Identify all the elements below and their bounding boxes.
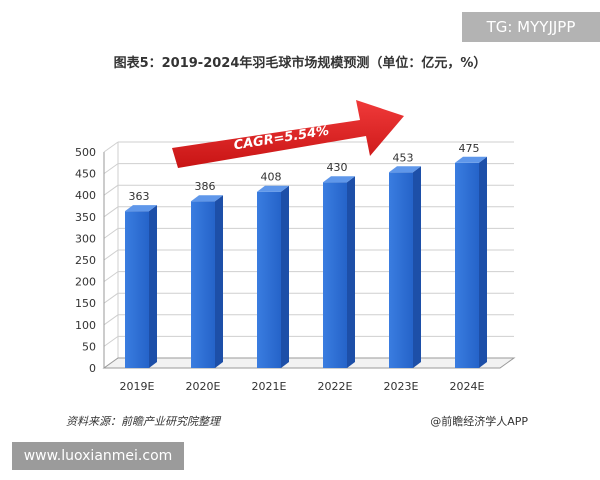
y-tick-label: 50 [82, 340, 96, 353]
cagr-arrow-shape [172, 100, 404, 168]
gridline-diag [103, 249, 119, 261]
data-label: 386 [195, 180, 216, 193]
bar [125, 211, 149, 368]
gridline-diag [103, 163, 119, 175]
gridline-diag [103, 141, 119, 153]
bar-side [215, 195, 223, 368]
data-label: 453 [393, 151, 414, 164]
x-tick-label: 2024E [450, 380, 485, 393]
bar-top [389, 166, 421, 173]
y-tick-label: 100 [75, 319, 96, 332]
bar [455, 162, 479, 368]
x-tick-label: 2023E [384, 380, 419, 393]
publisher-credit: @前瞻经济学人APP [430, 415, 528, 428]
gridline-diag [103, 227, 119, 239]
y-tick-label: 0 [89, 362, 96, 375]
bar-top [191, 195, 223, 202]
bar-top [455, 156, 487, 163]
y-tick-label: 500 [75, 146, 96, 159]
bar-side [347, 176, 355, 368]
gridline-diag [103, 292, 119, 304]
bar [191, 201, 215, 368]
grid-layer [103, 141, 514, 369]
bar-layer [125, 156, 487, 368]
y-tick-label: 250 [75, 254, 96, 267]
y-tick-label: 350 [75, 211, 96, 224]
x-tick-label: 2019E [120, 380, 155, 393]
y-tick-label: 400 [75, 189, 96, 202]
gridline-diag [103, 184, 119, 196]
label-layer: 363 2019E 386 2020E 408 2021E 430 2022E 453 2023E… [120, 142, 485, 393]
y-tick-label: 150 [75, 297, 96, 310]
bar-top [323, 176, 355, 183]
bar [257, 191, 281, 368]
site-watermark: www.luoxianmei.com [12, 442, 184, 470]
data-label: 430 [327, 161, 348, 174]
gridline-diag [103, 271, 119, 283]
data-label: 475 [459, 142, 480, 155]
bar-side [281, 185, 289, 368]
chart-floor [102, 357, 516, 369]
bar [389, 172, 413, 368]
bar-top [257, 185, 289, 192]
data-label: 408 [261, 171, 282, 184]
gridline-diag [103, 314, 119, 326]
bar-side [413, 166, 421, 368]
x-tick-label: 2022E [318, 380, 353, 393]
bar-side [149, 205, 157, 368]
bar-top [125, 205, 157, 212]
x-tick-label: 2020E [186, 380, 221, 393]
y-tick-label: 200 [75, 276, 96, 289]
source-note: 资料来源：前瞻产业研究院整理 [66, 415, 220, 428]
chart-title: 图表5：2019-2024年羽毛球市场规模预测（单位：亿元，%） [113, 56, 487, 71]
tg-watermark: TG: MYYJJPP [462, 12, 600, 42]
bar [323, 182, 347, 368]
bar-side [479, 156, 487, 368]
gridline-diag [103, 335, 119, 347]
cagr-arrow: CAGR=5.54% [172, 100, 404, 168]
x-tick-label: 2021E [252, 380, 287, 393]
data-label: 363 [129, 190, 150, 203]
gridline-diag [103, 206, 119, 218]
y-tick-label: 450 [75, 168, 96, 181]
y-tick-label: 300 [75, 232, 96, 245]
